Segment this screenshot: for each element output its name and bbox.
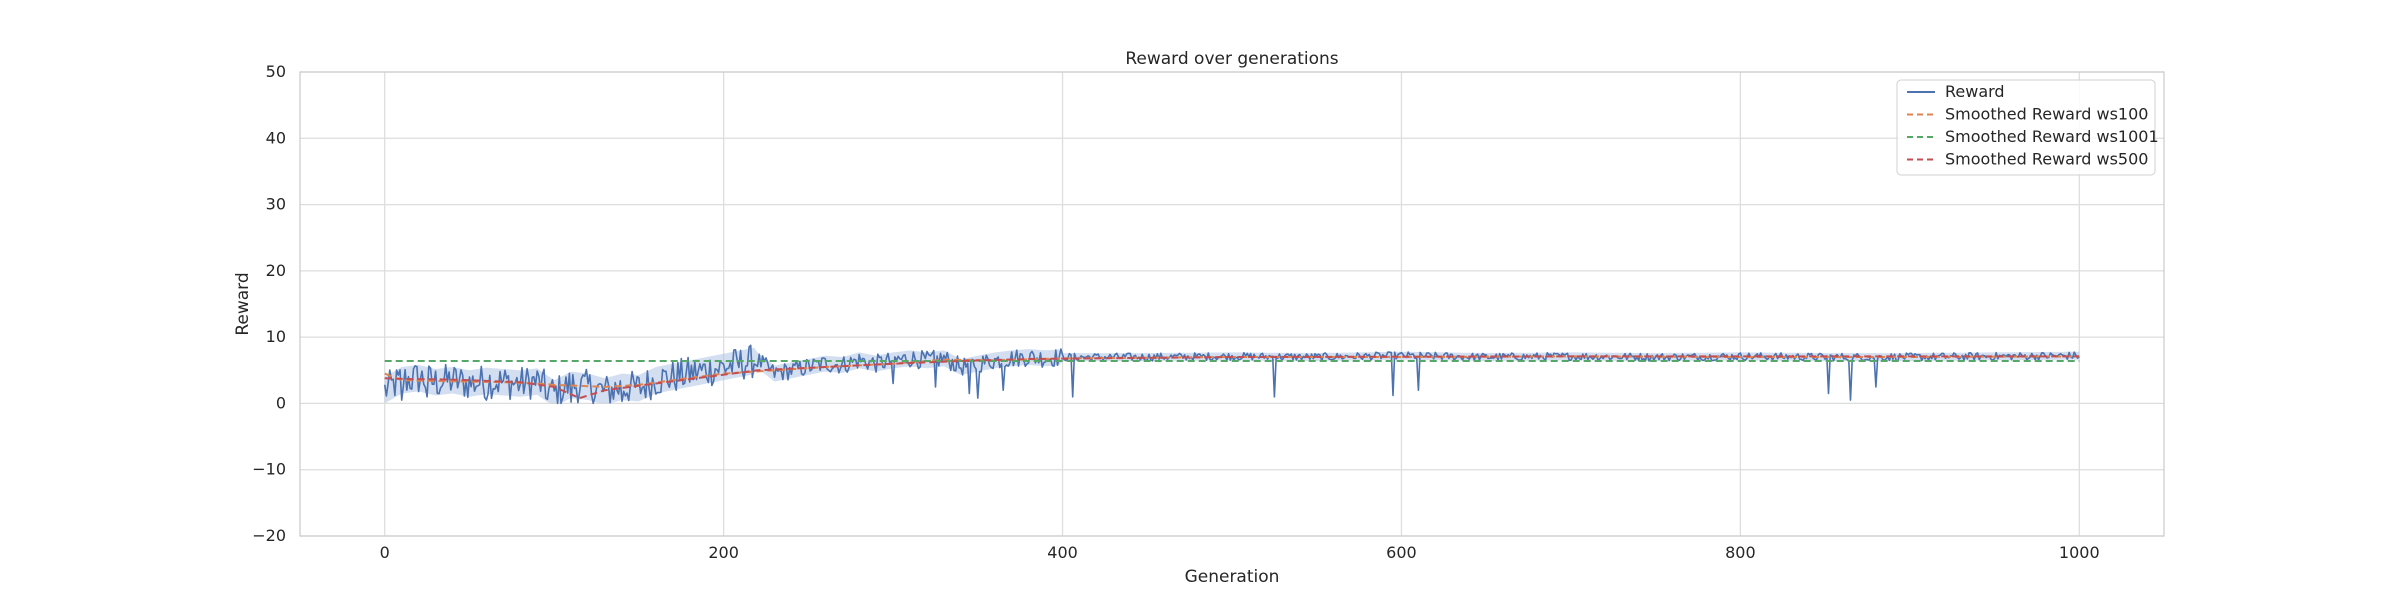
legend-label: Smoothed Reward ws1001 <box>1945 127 2159 146</box>
x-tick-label: 400 <box>1047 543 1078 562</box>
x-ticks: 0 200 400 600 800 1000 <box>380 543 2100 562</box>
series-line-smoothed-reward-ws500 <box>384 355 2080 400</box>
series-line-reward <box>383 344 2080 405</box>
series-layer <box>383 344 2080 405</box>
y-tick-label: −10 <box>252 460 286 479</box>
y-tick-label: 30 <box>266 195 286 214</box>
y-tick-label: 20 <box>266 261 286 280</box>
legend: Reward Smoothed Reward ws100 Smoothed Rewa… <box>1896 79 2159 176</box>
y-tick-label: 10 <box>266 327 286 346</box>
plot-frame <box>299 71 2165 537</box>
legend-label: Reward <box>1945 82 2005 101</box>
x-tick-label: 1000 <box>2059 543 2100 562</box>
y-tick-label: 0 <box>276 393 286 412</box>
legend-label: Smoothed Reward ws100 <box>1945 105 2148 124</box>
x-tick-label: 800 <box>1725 543 1756 562</box>
y-ticks: −20 −10 0 10 20 30 40 50 <box>252 62 286 545</box>
x-tick-label: 0 <box>380 543 390 562</box>
x-tick-label: 600 <box>1386 543 1417 562</box>
plot-area <box>300 72 2164 536</box>
y-tick-label: 40 <box>266 128 286 147</box>
chart-title: Reward over generations <box>1125 49 1338 69</box>
x-axis-label: Generation <box>1185 567 1280 587</box>
legend-label: Smoothed Reward ws500 <box>1945 150 2148 169</box>
y-axis-label: Reward <box>233 272 253 335</box>
y-tick-label: 50 <box>266 62 286 81</box>
x-tick-label: 200 <box>708 543 739 562</box>
y-tick-label: −20 <box>252 526 286 545</box>
legend-box <box>1896 79 2156 176</box>
